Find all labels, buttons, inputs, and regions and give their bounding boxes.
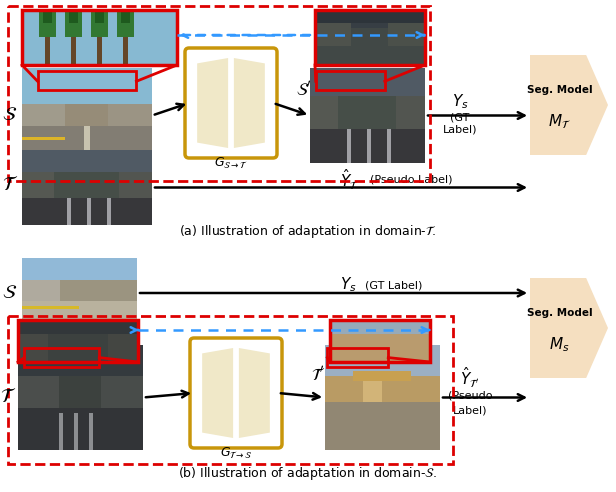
Polygon shape	[197, 58, 228, 148]
Text: (GT Label): (GT Label)	[365, 280, 423, 290]
Text: $\mathcal{T}$: $\mathcal{T}$	[0, 388, 16, 406]
Text: $Y_s$: $Y_s$	[340, 276, 357, 294]
Polygon shape	[239, 348, 270, 438]
Text: $M_s$: $M_s$	[549, 336, 570, 354]
Text: Seg. Model: Seg. Model	[527, 85, 593, 95]
Polygon shape	[530, 278, 608, 378]
Bar	[330, 320, 430, 362]
Bar	[316, 71, 385, 90]
Polygon shape	[530, 55, 608, 155]
Bar	[327, 348, 388, 367]
Text: (a) Illustration of adaptation in domain-$\mathcal{T}$.: (a) Illustration of adaptation in domain…	[179, 223, 437, 241]
Text: $Y_s$: $Y_s$	[452, 92, 468, 111]
Bar	[38, 71, 136, 90]
Text: $G_{\mathcal{T}\rightarrow\mathcal{S}}$: $G_{\mathcal{T}\rightarrow\mathcal{S}}$	[220, 445, 253, 461]
Polygon shape	[202, 348, 233, 438]
Text: (Pseudo: (Pseudo	[448, 391, 492, 400]
Text: $\hat{Y}_{\mathcal{T}^\prime}$: $\hat{Y}_{\mathcal{T}^\prime}$	[460, 365, 480, 390]
Text: (GT: (GT	[450, 113, 469, 123]
Text: $G_{\mathcal{S}\rightarrow\mathcal{T}}$: $G_{\mathcal{S}\rightarrow\mathcal{T}}$	[214, 155, 248, 171]
Text: Label): Label)	[453, 405, 487, 416]
Text: $M_\mathcal{T}$: $M_\mathcal{T}$	[548, 113, 571, 131]
Text: $\mathcal{T}'$: $\mathcal{T}'$	[311, 366, 325, 385]
Text: $\mathcal{T}$: $\mathcal{T}$	[2, 176, 18, 194]
Text: $\mathcal{S}$: $\mathcal{S}$	[2, 284, 18, 302]
Text: $\mathcal{S}$: $\mathcal{S}$	[2, 106, 18, 124]
Text: Seg. Model: Seg. Model	[527, 308, 593, 318]
Text: $\mathcal{S}'$: $\mathcal{S}'$	[296, 81, 312, 99]
Bar	[18, 320, 138, 362]
Text: $\hat{Y}_\mathcal{T}$: $\hat{Y}_\mathcal{T}$	[340, 167, 359, 192]
Bar	[24, 348, 99, 367]
Text: Label): Label)	[443, 124, 477, 134]
Text: (b) Illustration of adaptation in domain-$\mathcal{S}$.: (b) Illustration of adaptation in domain…	[179, 465, 437, 483]
Polygon shape	[234, 58, 265, 148]
Text: (Pseudo Label): (Pseudo Label)	[370, 175, 453, 184]
Bar	[22, 10, 177, 65]
Bar	[315, 10, 425, 65]
